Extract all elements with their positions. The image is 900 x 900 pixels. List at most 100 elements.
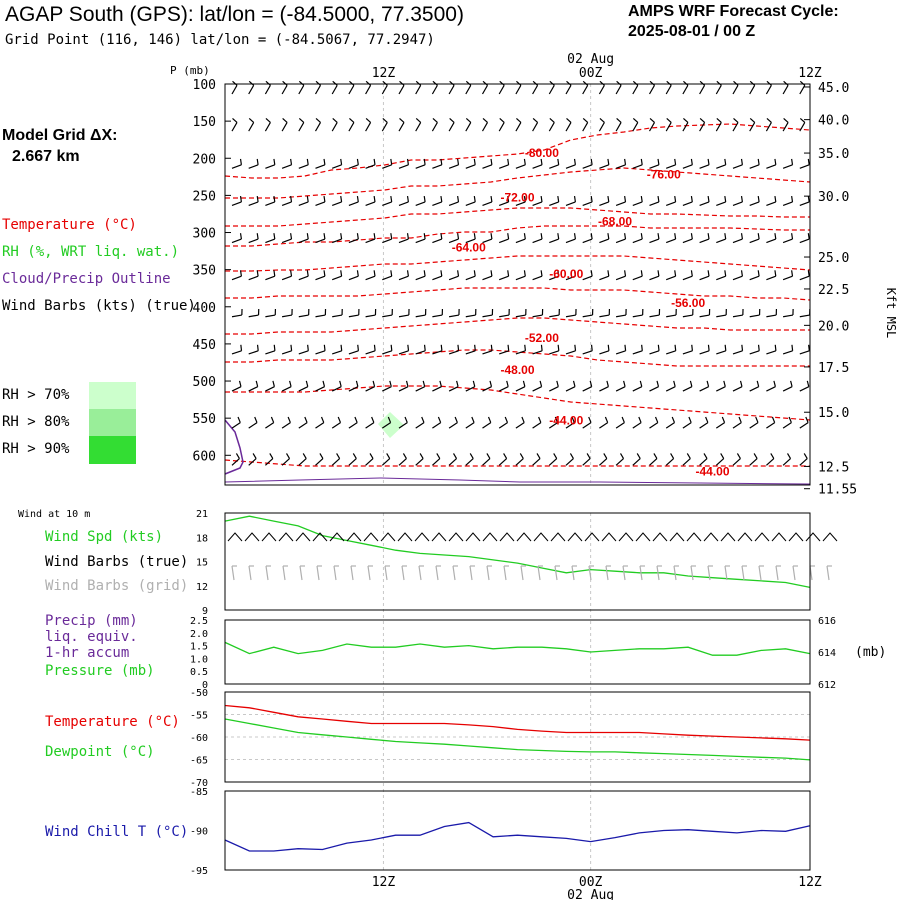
wind-barb-true-10m	[635, 532, 651, 542]
wind-barb	[432, 233, 443, 244]
wind-barb	[231, 453, 240, 466]
wind-barb	[298, 80, 305, 95]
wind-barb	[498, 195, 510, 206]
wind-barb	[665, 195, 677, 206]
wind-barb	[549, 195, 560, 206]
pressure-tick-label: 150	[193, 115, 216, 130]
wind-barb	[331, 416, 342, 429]
wind-barb-true-10m	[771, 532, 787, 542]
wind-barb	[281, 195, 293, 206]
isotherm	[225, 349, 810, 367]
rh-patch	[378, 412, 404, 438]
wind-barb	[532, 416, 542, 429]
wind-barb	[515, 118, 522, 132]
wind-barb	[315, 233, 326, 244]
wind-barb	[265, 309, 277, 318]
isotherm	[225, 167, 811, 199]
legend-rh: RH (%, WRT liq. wat.)	[2, 244, 180, 260]
wind-barb	[231, 344, 243, 355]
wind-barb	[515, 270, 526, 281]
wind-barb-grid-10m	[299, 565, 303, 581]
wind-barb	[716, 233, 727, 244]
wind-barb	[382, 344, 393, 355]
wind-barb	[666, 309, 677, 318]
wind-barb	[766, 158, 777, 169]
wind-barb	[699, 416, 709, 429]
legend-cloud: Cloud/Precip Outline	[2, 271, 171, 287]
wind-barb-grid-10m	[469, 565, 473, 581]
model-grid-label: Model Grid ΔX:	[2, 127, 118, 144]
wind-barb	[666, 344, 677, 355]
wind-barb	[298, 453, 307, 466]
isotherm	[225, 207, 810, 227]
height-tick-label: 35.0	[818, 147, 849, 162]
wind-barb	[665, 118, 672, 132]
wind-barb-true-10m	[295, 532, 311, 542]
wind-barb	[298, 344, 309, 355]
wind-barb-grid-10m	[656, 565, 660, 581]
wind-barb	[315, 380, 326, 392]
wind-barb	[749, 309, 761, 318]
wind-barb	[398, 195, 409, 206]
wind-barb	[398, 118, 405, 132]
wind-barb	[265, 416, 275, 429]
wind-barb	[281, 344, 293, 355]
wind-barb	[281, 309, 293, 318]
y-tick-label: 15	[196, 558, 208, 569]
legend-precip: Precip (mm)	[45, 613, 138, 629]
wind-barb	[381, 453, 391, 466]
wind-barb	[532, 80, 539, 95]
time-tick-label-bottom: 00Z	[579, 875, 603, 890]
wind-barb	[665, 233, 677, 244]
wind-barb	[782, 344, 794, 355]
wind-barb	[532, 158, 543, 169]
wind-barb	[732, 309, 744, 318]
wind-barb	[415, 380, 426, 392]
height-tick-label: 40.0	[818, 114, 849, 129]
wind-barb	[632, 270, 643, 281]
legend-rh80: RH > 80%	[2, 414, 70, 430]
wind-barb	[766, 309, 778, 318]
wind-barb	[298, 380, 309, 392]
wind-barb	[515, 233, 526, 244]
wind-barb	[682, 118, 689, 132]
wind-barb	[382, 233, 393, 244]
wind-barb	[281, 158, 293, 169]
wind-barb	[716, 270, 727, 281]
wind-barb	[665, 380, 676, 392]
model-grid-value: 2.667 km	[12, 148, 80, 165]
wind-barb	[782, 80, 789, 95]
wind-barb-grid-10m	[792, 565, 796, 581]
time-tick-label-top: 12Z	[798, 66, 822, 81]
wind-barb	[749, 118, 756, 132]
wind-barb-grid-10m	[418, 565, 422, 581]
wind-barb-true-10m	[363, 532, 379, 542]
wind-barb	[465, 195, 476, 206]
wind-barb-true-10m	[805, 532, 821, 542]
wind-barb	[732, 416, 742, 429]
panel-frame	[224, 619, 811, 685]
wind-barb	[582, 195, 593, 206]
wind-barb-true-10m	[703, 532, 719, 542]
isotherm	[225, 225, 810, 247]
wind-barb	[715, 453, 725, 466]
cloud-outline	[224, 419, 244, 475]
wind-barb	[515, 309, 527, 318]
wind-barb	[665, 416, 676, 429]
station-title: AGAP South (GPS): lat/lon = (-84.5000, 7…	[5, 3, 464, 26]
wind-barb-grid-10m	[316, 565, 320, 581]
wind-barb	[699, 158, 710, 169]
wind-barb	[348, 453, 357, 466]
wind-barb	[465, 309, 477, 318]
wind-barb	[382, 195, 393, 206]
wind-barb-true-10m	[669, 532, 685, 542]
legend-wind-barbs-grid: Wind Barbs (grid)	[45, 578, 189, 594]
wind-barb	[716, 344, 727, 355]
pressure-tick-label: 400	[193, 301, 216, 316]
wind-barb	[615, 158, 627, 169]
wind-barb-true-10m	[737, 532, 753, 542]
wind-barb	[498, 233, 510, 244]
wind-barb	[481, 118, 489, 132]
wind-barb	[532, 344, 543, 355]
wind-barb	[415, 118, 422, 132]
